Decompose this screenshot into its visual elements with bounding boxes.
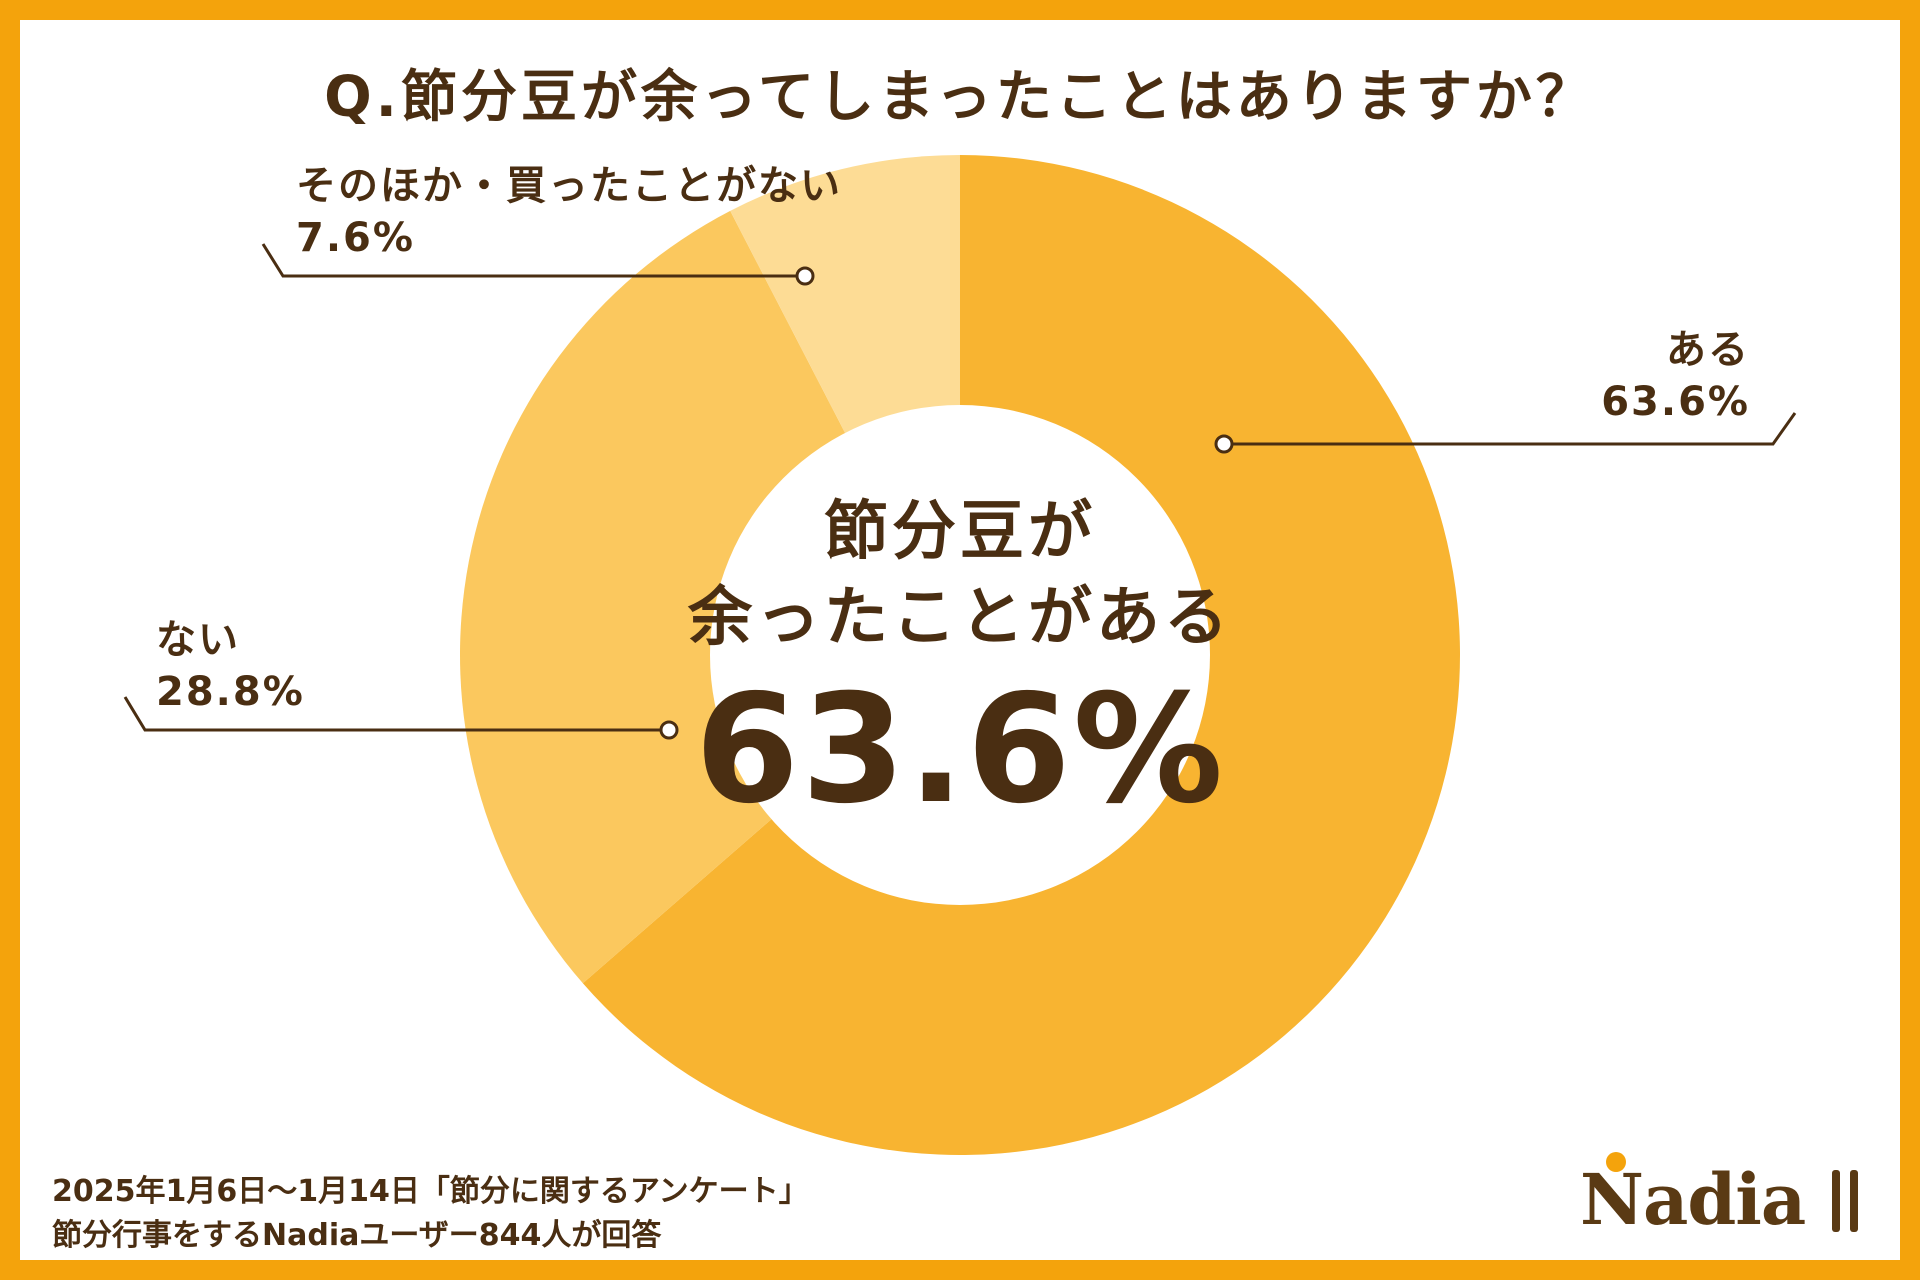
slice-value-aru: 63.6% [1601, 379, 1750, 425]
leader-line-sonota [261, 243, 805, 278]
center-caption-line2: 余ったことがある [688, 581, 1232, 655]
center-caption-line1: 節分豆が [824, 495, 1096, 569]
slice-name-sonota: そのほか・買ったことがない [296, 163, 842, 209]
survey-respondents: 節分行事をするNadiaユーザー844人が回答 [52, 1218, 662, 1253]
slice-value-nai: 28.8% [156, 669, 305, 715]
leader-dot-sonota [795, 266, 815, 286]
nadia-logo: Nadia [1580, 1150, 1870, 1250]
slice-nai [460, 210, 960, 984]
chart-title: Q.節分豆が余ってしまったことはありますか？ [324, 65, 1596, 130]
slice-label-nai: ない 28.8% [156, 614, 305, 718]
survey-period: 2025年1月6日〜1月14日「節分に関するアンケート」 [52, 1174, 809, 1209]
leader-dot-nai [659, 720, 679, 740]
leader-line-nai [123, 696, 669, 732]
slice-label-sonota: そのほか・買ったことがない 7.6% [296, 160, 842, 264]
slice-name-aru: ある [1666, 327, 1750, 373]
center-value: 63.6% [694, 663, 1226, 837]
slice-label-aru: ある 63.6% [1560, 324, 1750, 428]
slice-name-nai: ない [156, 617, 240, 663]
leader-dot-aru [1214, 434, 1234, 454]
fork-spoon-icon-2 [1850, 1170, 1858, 1232]
fork-spoon-icon [1832, 1170, 1840, 1232]
slice-value-sonota: 7.6% [296, 215, 415, 261]
flower-icon [1606, 1152, 1626, 1172]
donut-hole [710, 405, 1210, 905]
leader-line-aru [1224, 412, 1797, 446]
